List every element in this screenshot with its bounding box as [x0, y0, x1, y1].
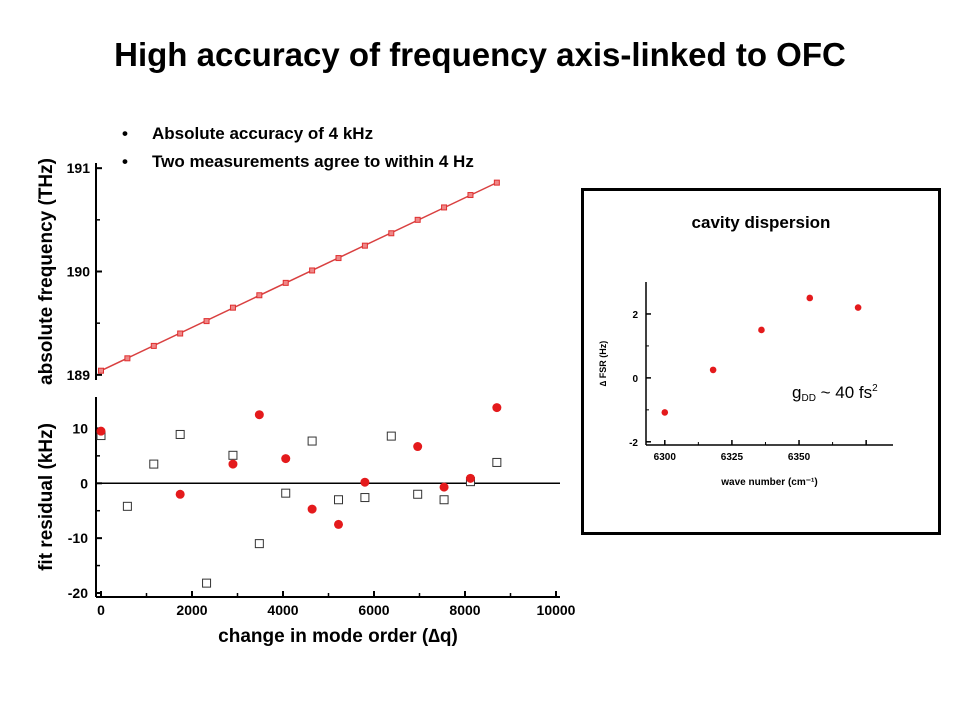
- residual-circle-marker: [281, 454, 291, 464]
- residual-square-marker: [122, 501, 132, 511]
- bullet-item: Absolute accuracy of 4 kHz: [122, 120, 474, 148]
- y-tick-label: -10: [68, 530, 88, 546]
- dispersion-point: [758, 326, 765, 334]
- y-axis-label: fit residual (kHz): [36, 423, 57, 571]
- y-tick-label: -2: [629, 438, 638, 449]
- y-tick-label: -20: [68, 585, 88, 601]
- residual-square-marker: [492, 457, 502, 467]
- residual-circle-marker: [254, 410, 264, 420]
- residual-square-marker: [281, 488, 291, 498]
- y-tick-label: 10: [72, 420, 88, 436]
- x-tick-label: 6350: [788, 452, 811, 463]
- slide-title: High accuracy of frequency axis-linked t…: [114, 36, 846, 73]
- residual-square-marker: [149, 459, 159, 469]
- residual-circle-marker: [360, 477, 370, 487]
- residual-circle-marker: [465, 473, 475, 483]
- bullet-list: Absolute accuracy of 4 kHz Two measureme…: [122, 120, 474, 176]
- residual-circle-marker: [228, 459, 238, 469]
- y-tick-label: 2: [632, 310, 638, 321]
- x-tick-label: 6300: [654, 452, 677, 463]
- residual-square-marker: [360, 493, 370, 503]
- gdd-symbol: g: [792, 383, 802, 402]
- dispersion-point: [806, 294, 814, 302]
- residual-panel: -20 -10 0 10 0 2000 4000 6000 8000 10000 fit resid…: [36, 397, 576, 647]
- residual-square-marker: [413, 489, 423, 499]
- frequency-panel: 189 190 191 absolute frequency (THz): [36, 158, 500, 385]
- dispersion-point: [709, 366, 717, 374]
- x-tick-label: 8000: [449, 602, 480, 618]
- data-point: [203, 318, 210, 325]
- y-tick-label: 0: [80, 475, 88, 491]
- y-tick-label: 191: [67, 160, 91, 176]
- x-tick-label: 10000: [537, 602, 576, 618]
- residual-square-marker: [334, 495, 344, 505]
- dispersion-point: [854, 304, 862, 311]
- residual-square-marker: [307, 436, 317, 446]
- gdd-superscript: 2: [872, 383, 878, 394]
- x-tick-label: 6000: [358, 602, 389, 618]
- fit-line: [100, 181, 498, 372]
- residual-square-marker: [175, 429, 185, 439]
- residual-square-marker: [386, 431, 396, 441]
- residual-circle-marker: [334, 519, 344, 529]
- residual-circle-marker: [492, 403, 502, 413]
- residual-circle-marker: [439, 482, 449, 492]
- residual-circle-marker: [96, 426, 106, 436]
- x-tick-label: 2000: [176, 602, 207, 618]
- y-tick-label: 0: [632, 374, 638, 385]
- data-point: [98, 367, 104, 374]
- y-tick-label: 189: [67, 367, 91, 383]
- residual-square-marker: [202, 578, 212, 588]
- data-point: [414, 216, 421, 223]
- data-point: [335, 255, 342, 262]
- dispersion-panel: -2 0 2 6300 6325 6350 ∆ FSR (Hz) wave number (c…: [598, 282, 893, 488]
- residual-square-marker: [439, 495, 449, 505]
- data-point: [150, 342, 157, 349]
- inset-title: cavity dispersion: [691, 213, 831, 232]
- x-tick-label: 0: [97, 602, 105, 618]
- gdd-subscript: DD: [801, 393, 816, 404]
- data-point: [282, 279, 289, 286]
- data-point: [361, 242, 368, 249]
- data-point: [309, 267, 316, 274]
- data-point: [256, 292, 263, 299]
- residual-circle-marker: [175, 489, 185, 499]
- data-point: [177, 330, 184, 337]
- inset-frame: [581, 188, 941, 535]
- gdd-annotation: gDD ~ 40 fs2: [792, 383, 878, 404]
- data-point: [493, 179, 500, 186]
- y-axis-label: absolute frequency (THz): [36, 158, 57, 385]
- data-point: [441, 204, 448, 211]
- residual-square-marker: [228, 450, 238, 460]
- y-axis-label: ∆ FSR (Hz): [598, 341, 608, 387]
- y-tick-label: 190: [67, 264, 91, 280]
- x-tick-label: 6325: [721, 452, 744, 463]
- gdd-value: ~ 40 fs: [815, 383, 873, 402]
- x-axis-label: change in mode order (∆q): [218, 626, 458, 647]
- data-point: [229, 304, 236, 311]
- residual-circle-marker: [307, 504, 317, 514]
- data-point: [124, 355, 131, 362]
- dispersion-point: [661, 409, 669, 416]
- data-point: [388, 230, 395, 237]
- data-point: [467, 192, 474, 199]
- x-tick-label: 4000: [267, 602, 298, 618]
- residual-circle-marker: [413, 442, 423, 452]
- bullet-item: Two measurements agree to within 4 Hz: [122, 148, 474, 176]
- x-axis-label: wave number (cm⁻¹): [720, 477, 817, 488]
- residual-square-marker: [254, 539, 264, 549]
